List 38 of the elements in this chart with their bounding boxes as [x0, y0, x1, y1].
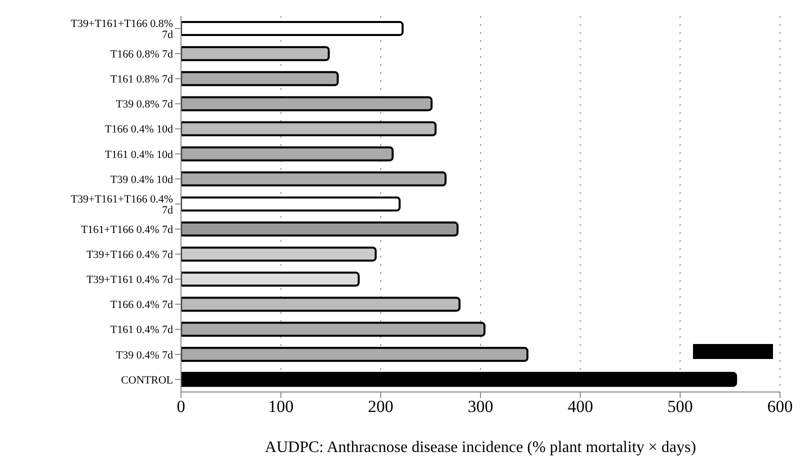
y-tick-label: T166 0.4% 7d: [110, 299, 174, 312]
bar: [181, 372, 738, 387]
x-tick-label: 400: [568, 397, 594, 416]
bar: [181, 196, 401, 212]
y-tick-label: T161 0.4% 7d: [110, 324, 174, 336]
bar: [181, 21, 404, 36]
y-tick-label: T39 0.4% 10d: [110, 174, 174, 186]
y-tick-label: T39 0.4% 7d: [116, 349, 174, 362]
x-tick-label: 100: [268, 397, 294, 416]
bar: [181, 222, 459, 237]
y-tick-label: T39+T161 0.4% 7d: [86, 274, 174, 286]
x-tick-label: 500: [667, 397, 693, 416]
y-tick-label: T39+T161+T166 0.8% 7d: [70, 18, 174, 41]
y-tick-label: T161+T166 0.4% 7d: [80, 224, 174, 236]
y-tick-label: T166 0.8% 7d: [110, 48, 174, 61]
bar: [181, 296, 461, 312]
x-tick-label: 300: [468, 397, 494, 416]
y-tick-label: T161 0.8% 7d: [110, 74, 174, 86]
x-axis-title: AUDPC: Anthracnose disease incidence (% plant mortality × days): [264, 439, 696, 456]
y-tick-label: T39+T161+T166 0.4% 7d: [70, 193, 174, 216]
y-tick-label: T161 0.4% 10d: [104, 148, 174, 161]
y-tick-label: T39+T166 0.4% 7d: [86, 249, 174, 262]
bar: [181, 46, 330, 62]
bar: [181, 171, 447, 186]
bar: [181, 96, 433, 112]
y-tick-label: CONTROL: [121, 374, 174, 386]
x-tick-label: 200: [368, 397, 394, 416]
x-tick-label: 0: [176, 397, 186, 416]
bar: [181, 146, 394, 162]
y-tick-label: T166 0.4% 10d: [104, 124, 174, 136]
bar: [181, 71, 339, 86]
bar: [181, 121, 437, 136]
bar: [181, 322, 486, 337]
bar: [181, 272, 360, 287]
bar: [181, 346, 528, 362]
bar: [181, 246, 377, 262]
y-tick-label: T39 0.8% 7d: [116, 98, 174, 111]
x-tick-label: 600: [767, 397, 793, 416]
